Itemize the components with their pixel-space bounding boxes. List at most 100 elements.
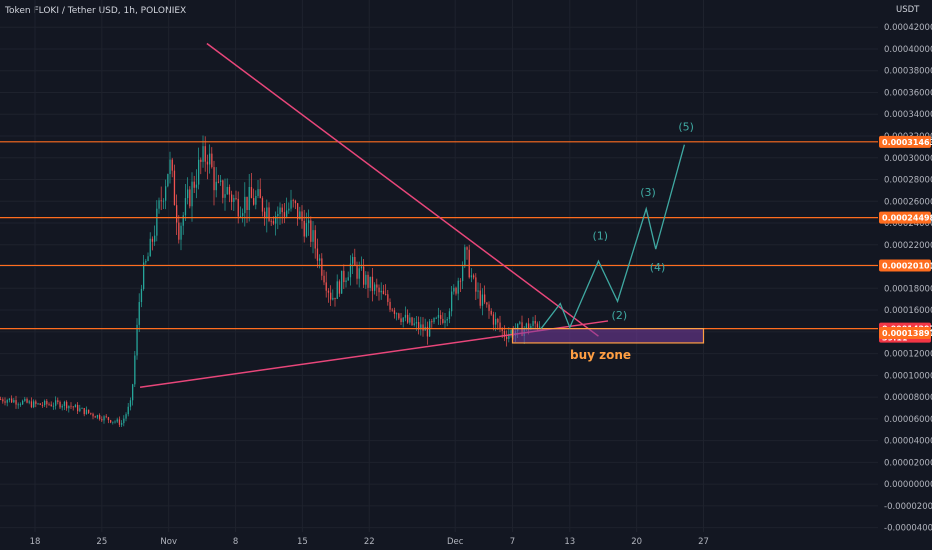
candle-body xyxy=(376,284,378,288)
price-axis[interactable]: 0.00042000 0.00040000 0.00038000 0.00036000… xyxy=(878,0,932,550)
candle-body xyxy=(182,215,184,226)
candle-body xyxy=(66,401,68,409)
candle-body xyxy=(143,262,145,289)
candle-body xyxy=(187,189,189,199)
trendline-descending[interactable] xyxy=(206,42,599,337)
candle-body xyxy=(132,384,134,401)
candle-body xyxy=(437,315,440,318)
candle-body xyxy=(79,408,81,412)
candle-body xyxy=(481,294,484,306)
candle-body xyxy=(525,323,528,329)
candle-body xyxy=(11,398,13,403)
candle-body xyxy=(477,290,479,292)
price-tag[interactable] xyxy=(879,135,931,148)
candle-body xyxy=(352,256,354,264)
x-tick-label: 8 xyxy=(233,537,238,547)
candle-body xyxy=(305,223,308,237)
price-tag[interactable] xyxy=(879,259,931,272)
candle-body xyxy=(398,313,400,319)
candle-body xyxy=(396,313,398,315)
buy-zone-label: buy zone xyxy=(570,348,631,362)
candle-body xyxy=(369,276,371,288)
candle-body xyxy=(338,281,341,294)
candle-body xyxy=(508,333,510,339)
candle-body xyxy=(206,161,209,165)
candle-body xyxy=(294,200,297,204)
candle-body xyxy=(310,220,312,242)
candle-body xyxy=(288,208,290,211)
x-tick-label: 27 xyxy=(698,537,709,547)
candle-body xyxy=(255,195,257,205)
y-tick-label: -0.00004000 xyxy=(884,524,932,534)
candle-body xyxy=(259,189,261,199)
y-tick-label: 0.00026000 xyxy=(884,197,932,207)
candle-body xyxy=(312,230,314,242)
candle-body xyxy=(268,207,270,221)
x-tick-label: 13 xyxy=(564,537,575,547)
candle-body xyxy=(77,404,79,412)
candle-body xyxy=(319,258,321,261)
candle-body xyxy=(323,275,325,283)
price-tag-label: 0.00020101 xyxy=(882,261,932,270)
candle-body xyxy=(290,200,292,209)
candle-body xyxy=(341,270,343,294)
candle-body xyxy=(8,398,11,401)
candle-body xyxy=(275,216,277,224)
drawings[interactable]: buy zone (1) (2) (3) (4) (5) xyxy=(139,42,705,389)
y-tick-label: 0.00034000 xyxy=(884,110,932,120)
candle-body xyxy=(250,186,253,199)
candle-body xyxy=(226,186,228,195)
candle-body xyxy=(209,153,211,165)
candle-body xyxy=(334,297,336,299)
candle-body xyxy=(114,421,116,423)
candle-body xyxy=(235,198,237,199)
candle-body xyxy=(519,322,521,324)
candle-body xyxy=(378,287,380,293)
y-tick-label: 0.00042000 xyxy=(884,23,932,33)
candle-body xyxy=(149,238,151,257)
candle-body xyxy=(308,220,310,224)
candle-body xyxy=(321,258,323,276)
candle-body xyxy=(409,317,411,323)
candle-body xyxy=(418,322,420,330)
candle-body xyxy=(506,336,508,339)
candle-body xyxy=(510,330,512,334)
candle-body xyxy=(363,266,365,285)
candle-body xyxy=(488,304,490,311)
candle-body xyxy=(35,401,37,404)
candle-body xyxy=(497,318,499,323)
candle-body xyxy=(105,416,107,418)
candle-body xyxy=(101,419,103,421)
candle-body xyxy=(490,310,492,315)
time-axis[interactable]: 18 25 Nov 8 15 22 Dec 7 13 20 27 xyxy=(0,532,878,550)
candle-body xyxy=(486,302,488,305)
x-tick-label: 7 xyxy=(510,537,515,547)
candle-body xyxy=(41,404,44,406)
buy-zone-box[interactable] xyxy=(511,327,705,344)
candle-body xyxy=(499,322,501,329)
y-tick-label: 0.00038000 xyxy=(884,67,932,77)
candle-body xyxy=(347,277,349,281)
y-tick-label: 0.00002000 xyxy=(884,458,932,468)
candle-body xyxy=(261,198,264,212)
candle-body xyxy=(495,318,497,325)
candle-body xyxy=(13,400,15,403)
x-tick-label: Dec xyxy=(447,537,464,547)
price-tag-label: 0.00013897 xyxy=(882,329,932,338)
candle-body xyxy=(147,256,149,261)
candle-body xyxy=(365,274,367,285)
price-tag[interactable] xyxy=(879,326,931,339)
price-tag[interactable] xyxy=(879,211,931,224)
candle-body xyxy=(171,159,173,171)
candle-body xyxy=(501,328,503,332)
candle-body xyxy=(46,400,48,405)
resistance-levels[interactable] xyxy=(0,141,878,330)
candle-body xyxy=(154,235,156,242)
candle-body xyxy=(125,414,127,419)
candle-body xyxy=(380,290,382,293)
x-tick-label: 20 xyxy=(631,537,642,547)
projection-path[interactable] xyxy=(540,144,686,330)
candle-body xyxy=(534,320,536,324)
candle-body xyxy=(88,409,90,413)
